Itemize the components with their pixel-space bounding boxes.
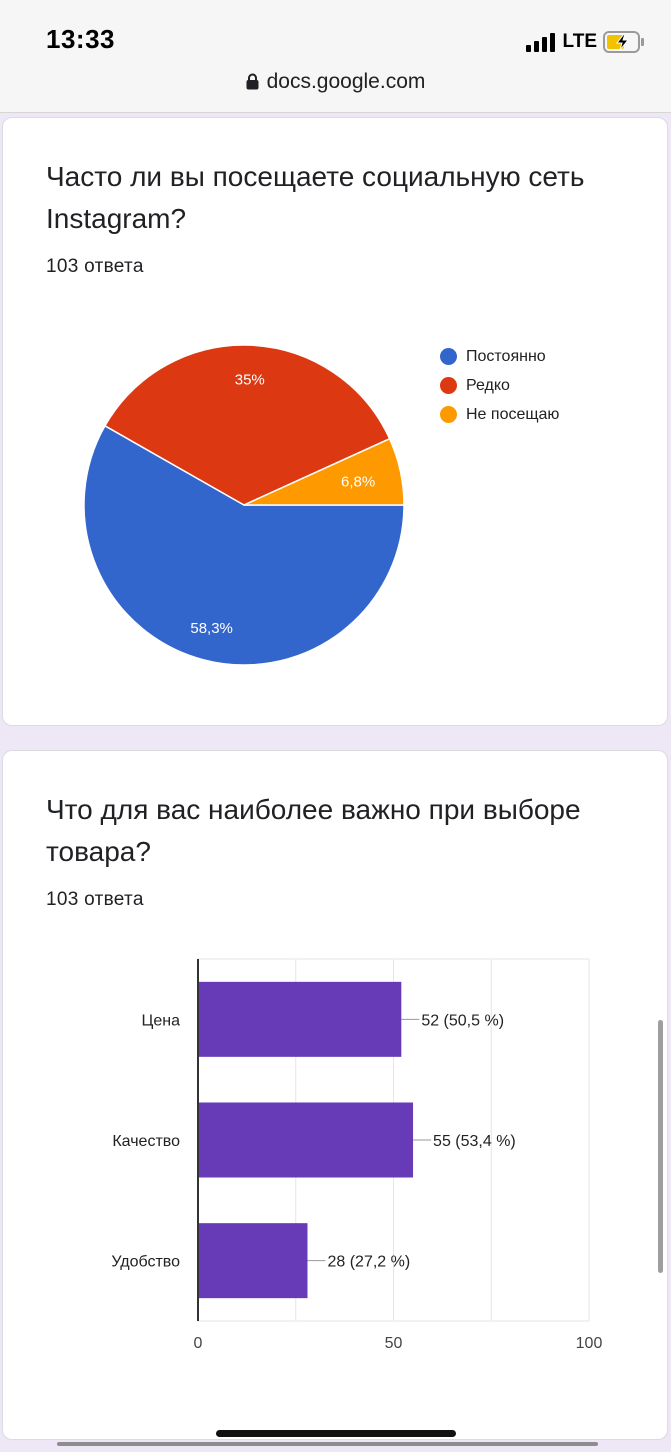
legend-label: Редко xyxy=(466,376,510,394)
category-label: Качество xyxy=(112,1133,180,1150)
pie-chart: 58,3% 35% 6,8% xyxy=(83,344,405,666)
scrollbar[interactable] xyxy=(658,1020,663,1273)
clock: 13:33 xyxy=(46,24,115,54)
legend-label: Не посещаю xyxy=(466,405,560,423)
pie-slice-3 xyxy=(243,437,405,506)
value-label: 28 (27,2 %) xyxy=(327,1254,410,1271)
status-icons: LTE xyxy=(525,28,645,56)
bar-chart: 0 50 100 Цена 52 (50,5 %) Качество 55 (53,4 %)… xyxy=(111,958,603,1352)
pie-legend: Постоянно Редко Не посещаю xyxy=(440,342,559,429)
legend-swatch xyxy=(440,377,457,394)
question-card-product: Что для вас наиболее важно при выборе то… xyxy=(2,750,668,1440)
legend-item: Не посещаю xyxy=(440,400,559,429)
category-label: Цена xyxy=(142,1012,181,1029)
legend-swatch xyxy=(440,348,457,365)
x-tick-label: 50 xyxy=(385,1335,403,1352)
category-label: Удобство xyxy=(111,1254,180,1271)
bar xyxy=(198,1102,414,1178)
status-bar: 13:33 LTE docs.google.com xyxy=(0,0,671,113)
question-card-instagram: Часто ли вы посещаете социальную сеть In… xyxy=(2,117,668,726)
lock-icon xyxy=(246,73,259,90)
value-label: 52 (50,5 %) xyxy=(421,1012,504,1029)
x-tick-label: 0 xyxy=(194,1335,203,1352)
x-tick-label: 100 xyxy=(576,1335,603,1352)
legend-item: Постоянно xyxy=(440,342,559,371)
bar xyxy=(198,1223,308,1299)
pie-slice-label: 58,3% xyxy=(190,620,233,637)
home-indicator[interactable] xyxy=(216,1430,456,1437)
value-label: 55 (53,4 %) xyxy=(433,1133,516,1150)
network-label: LTE xyxy=(562,31,597,52)
question-title: Часто ли вы посещаете социальную сеть In… xyxy=(46,161,585,234)
legend-swatch xyxy=(440,406,457,423)
question-title: Что для вас наиболее важно при выборе то… xyxy=(46,794,581,867)
pie-slice-2 xyxy=(103,344,391,506)
pie-slice-label: 6,8% xyxy=(341,473,375,490)
bar xyxy=(198,981,402,1057)
legend-label: Постоянно xyxy=(466,347,546,365)
bottom-toolbar-edge xyxy=(57,1442,598,1446)
pie-slice-label: 35% xyxy=(235,372,265,389)
battery-charging-icon xyxy=(603,31,644,53)
pie-slice-1 xyxy=(83,424,405,666)
response-count: 103 ответа xyxy=(46,889,144,910)
signal-icon xyxy=(525,32,555,52)
url-text: docs.google.com xyxy=(266,70,426,93)
address-bar[interactable]: docs.google.com xyxy=(0,70,671,94)
legend-item: Редко xyxy=(440,371,559,400)
response-count: 103 ответа xyxy=(46,256,144,277)
